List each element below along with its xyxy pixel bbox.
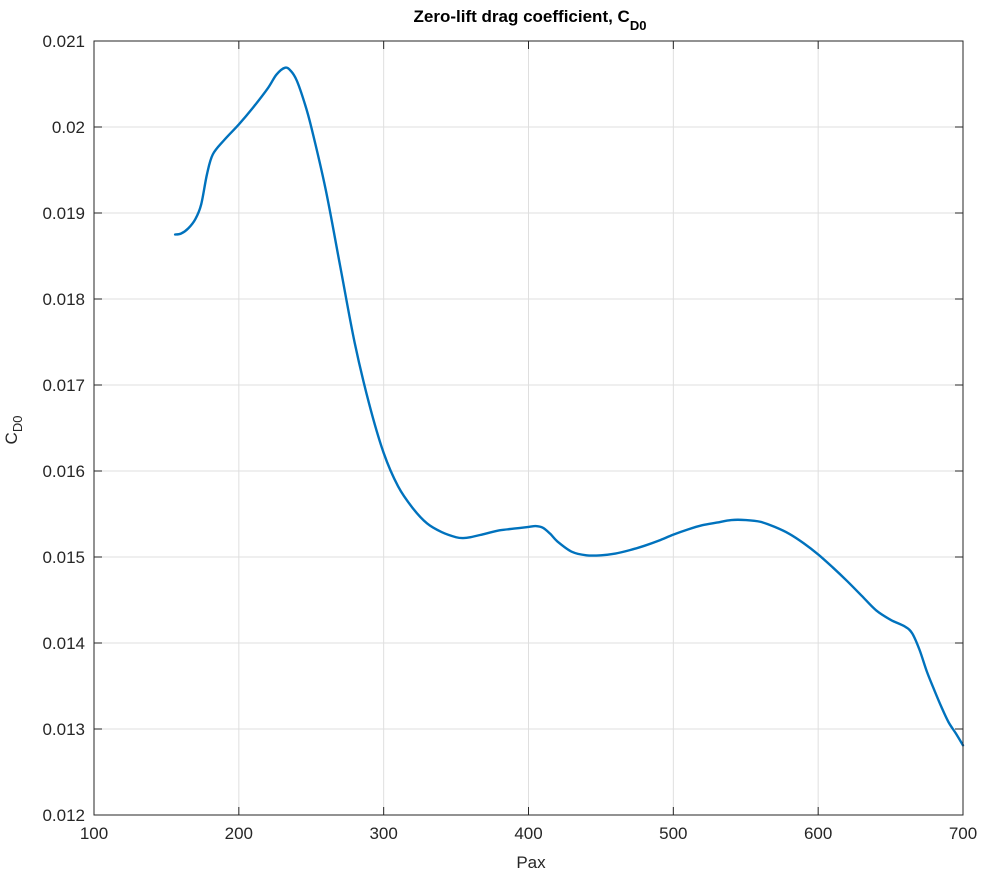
y-tick-label: 0.02 (52, 118, 85, 137)
y-tick-label: 0.017 (42, 376, 85, 395)
x-tick-label: 700 (949, 824, 977, 843)
y-tick-label: 0.018 (42, 290, 85, 309)
chart-title: Zero-lift drag coefficient, CD0 (414, 7, 647, 33)
axes (93, 40, 964, 816)
y-tick-label: 0.019 (42, 204, 85, 223)
y-axis-label: CD0 (2, 416, 25, 445)
grid (93, 40, 964, 816)
x-tick-label: 100 (80, 824, 108, 843)
series-layer (173, 66, 965, 747)
x-tick-label: 400 (514, 824, 542, 843)
y-tick-label: 0.013 (42, 720, 85, 739)
y-tick-label: 0.014 (42, 634, 85, 653)
x-tick-label: 200 (225, 824, 253, 843)
x-axis-label: Pax (516, 853, 546, 872)
y-tick-label: 0.015 (42, 548, 85, 567)
plot-frame (93, 40, 964, 816)
x-tick-label: 600 (804, 824, 832, 843)
series-line-0 (173, 66, 965, 747)
y-axis-label-subscript: D0 (10, 416, 25, 433)
tick-labels: 100 200 300 400 500 600 700 0.012 0.013 0.014 0.01… (42, 32, 977, 843)
chart-title-subscript: D0 (630, 18, 647, 33)
y-tick-label: 0.012 (42, 806, 85, 825)
x-tick-label: 300 (369, 824, 397, 843)
y-tick-label: 0.021 (42, 32, 85, 51)
x-tick-label: 500 (659, 824, 687, 843)
y-tick-label: 0.016 (42, 462, 85, 481)
